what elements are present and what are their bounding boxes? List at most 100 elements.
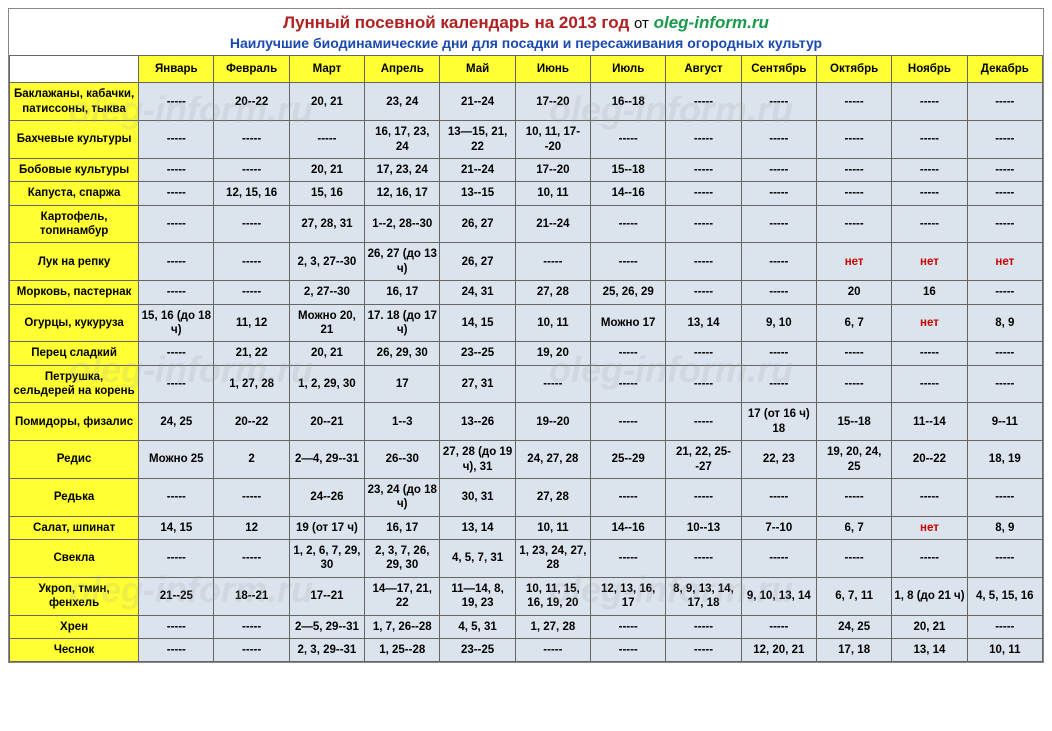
table-row: Хрен----------2—5, 29--311, 7, 26--284, … [10,615,1043,638]
value-cell: 14—17, 21, 22 [365,577,440,615]
value-cell: 25--29 [591,441,666,479]
value-cell: ----- [139,205,214,243]
table-row: Перец сладкий-----21, 2220, 2126, 29, 30… [10,342,1043,365]
value-cell: 11--14 [892,403,967,441]
value-cell: 24, 25 [139,403,214,441]
value-cell: 14--16 [591,182,666,205]
table-row: Свекла----------1, 2, 6, 7, 29, 302, 3, … [10,540,1043,578]
value-cell: ----- [214,205,289,243]
value-cell: 1, 2, 29, 30 [289,365,364,403]
value-cell: 17--20 [515,158,590,181]
value-cell: нет [816,243,891,281]
value-cell: ----- [289,121,364,159]
value-cell: 14, 15 [440,304,515,342]
value-cell: ----- [214,615,289,638]
value-cell: 27, 28 [515,281,590,304]
crop-cell: Огурцы, кукуруза [10,304,139,342]
value-cell: 4, 5, 15, 16 [967,577,1042,615]
value-cell: ----- [214,121,289,159]
table-row: Лук на репку----------2, 3, 27--3026, 27… [10,243,1043,281]
value-cell: 30, 31 [440,478,515,516]
value-cell: ----- [139,158,214,181]
value-cell: 10, 11, 17--20 [515,121,590,159]
value-cell: 6, 7 [816,516,891,539]
value-cell: ----- [892,83,967,121]
value-cell: 13--26 [440,403,515,441]
value-cell: 1, 27, 28 [515,615,590,638]
value-cell: 21--24 [515,205,590,243]
value-cell: ----- [741,243,816,281]
crop-cell: Редька [10,478,139,516]
value-cell: ----- [741,342,816,365]
value-cell: 17--20 [515,83,590,121]
subtitle: Наилучшие биодинамические дни для посадк… [9,35,1043,55]
value-cell: нет [892,516,967,539]
month-header: Июнь [515,56,590,83]
value-cell: 13--15 [440,182,515,205]
value-cell: 18--21 [214,577,289,615]
crop-cell: Картофель, топинамбур [10,205,139,243]
month-header: Май [440,56,515,83]
value-cell: ----- [741,281,816,304]
value-cell: 13, 14 [892,638,967,661]
value-cell: 20--22 [214,83,289,121]
table-body: Баклажаны, кабачки, патиссоны, тыква----… [10,83,1043,662]
value-cell: 8, 9, 13, 14, 17, 18 [666,577,741,615]
value-cell: ----- [591,243,666,281]
crop-cell: Бахчевые культуры [10,121,139,159]
value-cell: ----- [591,615,666,638]
value-cell: 13, 14 [440,516,515,539]
value-cell: 17, 23, 24 [365,158,440,181]
value-cell: 23--25 [440,638,515,661]
value-cell: ----- [967,540,1042,578]
value-cell: 6, 7, 11 [816,577,891,615]
value-cell: ----- [666,365,741,403]
value-cell: ----- [666,83,741,121]
value-cell: 19--20 [515,403,590,441]
crop-cell: Бобовые культуры [10,158,139,181]
value-cell: 24, 31 [440,281,515,304]
value-cell: ----- [139,342,214,365]
value-cell: 19, 20 [515,342,590,365]
value-cell: 17 (от 16 ч) 18 [741,403,816,441]
value-cell: ----- [816,205,891,243]
value-cell: ----- [214,243,289,281]
value-cell: 20--21 [289,403,364,441]
value-cell: ----- [139,83,214,121]
value-cell: 26, 27 (до 13 ч) [365,243,440,281]
value-cell: ----- [967,281,1042,304]
value-cell: ----- [666,615,741,638]
value-cell: 27, 28 (до 19 ч), 31 [440,441,515,479]
value-cell: 15, 16 [289,182,364,205]
value-cell: ----- [741,540,816,578]
value-cell: ----- [666,638,741,661]
value-cell: ----- [967,478,1042,516]
month-header: Август [666,56,741,83]
value-cell: ----- [967,158,1042,181]
crop-cell: Морковь, пастернак [10,281,139,304]
value-cell: ----- [666,478,741,516]
value-cell: 8, 9 [967,516,1042,539]
value-cell: ----- [741,121,816,159]
month-header: Январь [139,56,214,83]
value-cell: ----- [591,403,666,441]
value-cell: ----- [816,83,891,121]
value-cell: 2—4, 29--31 [289,441,364,479]
value-cell: 11—14, 8, 19, 23 [440,577,515,615]
value-cell: 23, 24 [365,83,440,121]
value-cell: ----- [967,182,1042,205]
value-cell: ----- [967,121,1042,159]
table-row: Петрушка, сельдерей на корень-----1, 27,… [10,365,1043,403]
table-row: Бахчевые культуры---------------16, 17, … [10,121,1043,159]
value-cell: ----- [741,83,816,121]
value-cell: ----- [591,205,666,243]
value-cell: 2 [214,441,289,479]
value-cell: 4, 5, 31 [440,615,515,638]
month-header: Апрель [365,56,440,83]
crop-cell: Баклажаны, кабачки, патиссоны, тыква [10,83,139,121]
value-cell: 16 [892,281,967,304]
value-cell: ----- [591,478,666,516]
value-cell: 26, 29, 30 [365,342,440,365]
value-cell: 19, 20, 24, 25 [816,441,891,479]
value-cell: ----- [816,540,891,578]
